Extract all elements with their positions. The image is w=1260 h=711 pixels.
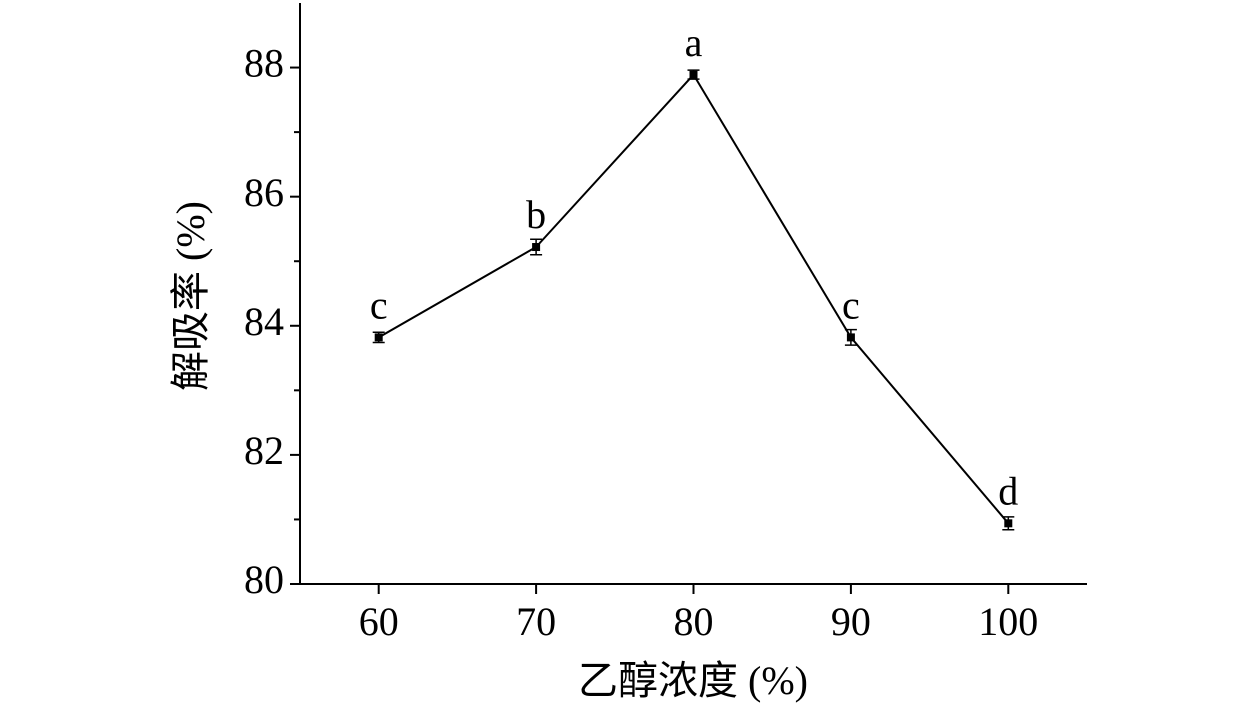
x-tick-label: 80 — [674, 599, 714, 644]
y-tick-label: 82 — [244, 428, 284, 473]
marker — [846, 333, 855, 342]
y-tick-label: 84 — [244, 299, 284, 344]
x-tick-label: 60 — [359, 599, 399, 644]
x-tick-label: 90 — [831, 599, 871, 644]
x-axis-title: 乙醇浓度 (%) — [578, 658, 808, 703]
marker — [374, 333, 383, 342]
point-label: d — [998, 468, 1018, 513]
point-label: c — [370, 283, 388, 328]
y-tick-label: 80 — [244, 557, 284, 602]
y-tick-label: 86 — [244, 170, 284, 215]
point-label: a — [685, 20, 703, 65]
marker — [532, 243, 541, 252]
x-tick-label: 70 — [516, 599, 556, 644]
point-label: c — [842, 283, 860, 328]
y-tick-label: 88 — [244, 41, 284, 86]
y-axis-title: 解吸率 (%) — [168, 201, 213, 391]
marker — [689, 70, 698, 79]
point-label: b — [526, 192, 546, 237]
line — [378, 72, 1010, 524]
marker — [1004, 519, 1013, 528]
x-tick-label: 100 — [978, 599, 1038, 644]
